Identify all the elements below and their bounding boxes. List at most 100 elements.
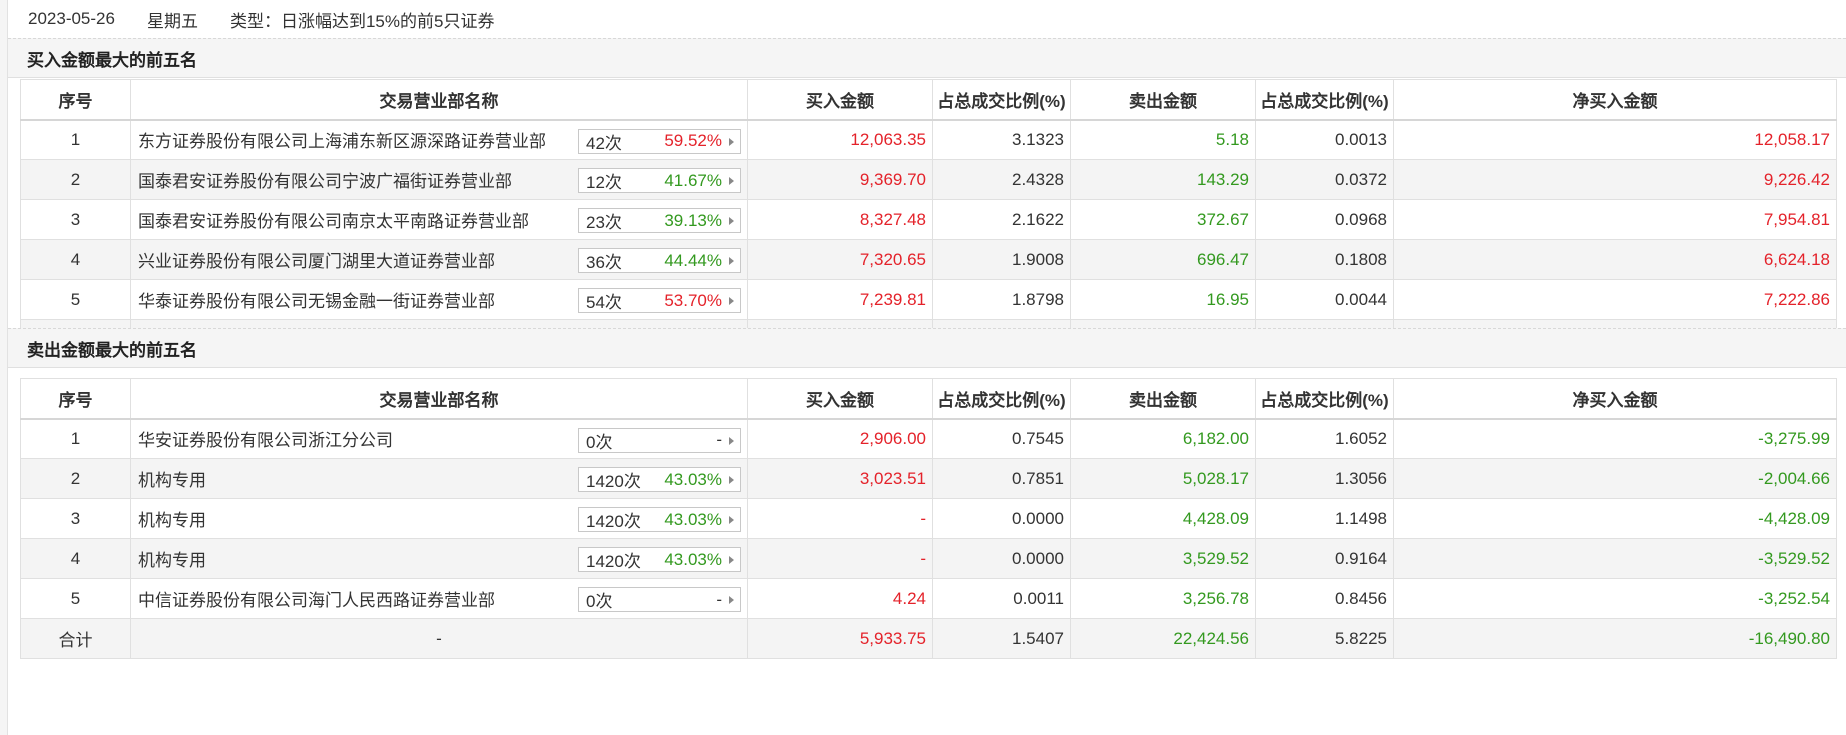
branch-stats-button[interactable]: 36次 44.44% [578, 248, 741, 273]
buy-ratio: 2.1622 [932, 199, 1071, 240]
table-header-row: 序号 交易营业部名称 买入金额 占总成交比例(%) 卖出金额 占总成交比例(%)… [20, 79, 1837, 121]
buy-ratio: 0.0011 [932, 578, 1071, 619]
sell-amount: 16.95 [1070, 279, 1256, 320]
buy-amount: - [747, 498, 933, 539]
branch-name[interactable]: 中信证券股份有限公司海门人民西路证券营业部 [138, 591, 495, 610]
table-header-row: 序号 交易营业部名称 买入金额 占总成交比例(%) 卖出金额 占总成交比例(%)… [20, 378, 1837, 420]
branch-stats-button[interactable]: 1420次 43.03% [578, 467, 741, 492]
total-buy-amount: 5,933.75 [747, 618, 933, 659]
table-row: 2 机构专用 1420次 43.03% 3,023.51 0.7851 5,028.17 1.… [20, 458, 1837, 499]
net-buy-amount: 6,624.18 [1393, 239, 1837, 280]
branch-stats-button[interactable]: 1420次 43.03% [578, 507, 741, 532]
total-sell-amount: 22,424.56 [1070, 618, 1256, 659]
buy-ratio: 1.8798 [932, 279, 1071, 320]
info-line: 2023-05-26 星期五 类型：日涨幅达到15%的前5只证券 [28, 0, 526, 38]
branch-name[interactable]: 国泰君安证券股份有限公司宁波广福街证券营业部 [138, 172, 512, 191]
branch-name-cell: 机构专用 1420次 43.03% [130, 538, 748, 579]
list-count: 36次 [586, 253, 622, 272]
branch-name[interactable]: 国泰君安证券股份有限公司南京太平南路证券营业部 [138, 212, 529, 231]
table-row: 3 国泰君安证券股份有限公司南京太平南路证券营业部 23次 39.13% 8,327.4… [20, 199, 1837, 240]
sell-top5-table: 序号 交易营业部名称 买入金额 占总成交比例(%) 卖出金额 占总成交比例(%)… [20, 378, 1837, 659]
col-branch-name: 交易营业部名称 [130, 79, 748, 121]
sell-amount: 3,529.52 [1070, 538, 1256, 579]
branch-name[interactable]: 兴业证券股份有限公司厦门湖里大道证券营业部 [138, 252, 495, 271]
success-rate: 43.03% [664, 469, 722, 489]
success-rate: 44.44% [664, 250, 722, 270]
arrow-right-icon [729, 556, 734, 564]
sell-amount: 5,028.17 [1070, 458, 1256, 499]
list-count: 23次 [586, 213, 622, 232]
branch-name[interactable]: 机构专用 [138, 471, 206, 490]
branch-stats-button[interactable]: 1420次 43.03% [578, 547, 741, 572]
sell-ratio: 0.0013 [1255, 119, 1394, 160]
col-index: 序号 [20, 378, 131, 420]
branch-stats-button[interactable]: 54次 53.70% [578, 288, 741, 313]
sell-ratio: 1.3056 [1255, 458, 1394, 499]
col-buy-ratio: 占总成交比例(%) [932, 79, 1071, 121]
arrow-right-icon [729, 297, 734, 305]
list-count: 1420次 [586, 512, 641, 531]
success-rate: 43.03% [664, 549, 722, 569]
branch-stats-button[interactable]: 42次 59.52% [578, 128, 741, 154]
col-sell-ratio: 占总成交比例(%) [1255, 378, 1394, 420]
success-rate: 59.52% [664, 131, 722, 150]
col-buy-amount: 买入金额 [747, 79, 933, 121]
success-rate: 41.67% [664, 170, 722, 190]
table-row: 4 兴业证券股份有限公司厦门湖里大道证券营业部 36次 44.44% 7,320.65 1… [20, 239, 1837, 280]
branch-name[interactable]: 华泰证券股份有限公司无锡金融一街证券营业部 [138, 292, 495, 311]
branch-name-cell: 国泰君安证券股份有限公司南京太平南路证券营业部 23次 39.13% [130, 199, 748, 240]
total-buy-ratio: 1.5407 [932, 618, 1071, 659]
buy-section-title: 买入金额最大的前五名 [8, 38, 1846, 78]
branch-name-cell: 机构专用 1420次 43.03% [130, 458, 748, 499]
row-index: 2 [20, 159, 131, 200]
col-index: 序号 [20, 79, 131, 121]
net-buy-amount: -4,428.09 [1393, 498, 1837, 539]
arrow-right-icon [729, 177, 734, 185]
arrow-right-icon [729, 596, 734, 604]
col-net-buy: 净买入金额 [1393, 378, 1837, 420]
branch-stats-button[interactable]: 23次 39.13% [578, 208, 741, 233]
sell-ratio: 0.8456 [1255, 578, 1394, 619]
sell-amount: 372.67 [1070, 199, 1256, 240]
sell-amount: 696.47 [1070, 239, 1256, 280]
branch-stats-button[interactable]: 0次 - [578, 587, 741, 612]
sell-amount: 143.29 [1070, 159, 1256, 200]
table-row: 2 国泰君安证券股份有限公司宁波广福街证券营业部 12次 41.67% 9,369.70… [20, 159, 1837, 200]
sell-ratio: 0.0044 [1255, 279, 1394, 320]
buy-ratio: 0.0000 [932, 498, 1071, 539]
table-row: 1 华安证券股份有限公司浙江分公司 0次 - 2,906.00 0.7545 6,182.0… [20, 418, 1837, 459]
sell-amount: 6,182.00 [1070, 418, 1256, 459]
table-row: 5 华泰证券股份有限公司无锡金融一街证券营业部 54次 53.70% 7,239.81 1… [20, 279, 1837, 320]
buy-amount: 2,906.00 [747, 418, 933, 459]
branch-stats-button[interactable]: 12次 41.67% [578, 168, 741, 193]
row-index: 3 [20, 498, 131, 539]
success-rate: - [716, 430, 722, 449]
buy-amount: 7,320.65 [747, 239, 933, 280]
total-net-buy: -16,490.80 [1393, 618, 1837, 659]
branch-name-cell: 华泰证券股份有限公司无锡金融一街证券营业部 54次 53.70% [130, 279, 748, 320]
net-buy-amount: -3,252.54 [1393, 578, 1837, 619]
branch-name-cell: 东方证券股份有限公司上海浦东新区源深路证券营业部 42次 59.52% [130, 119, 748, 160]
trade-date: 2023-05-26 [28, 9, 115, 28]
sell-ratio: 1.6052 [1255, 418, 1394, 459]
branch-name[interactable]: 华安证券股份有限公司浙江分公司 [138, 431, 393, 451]
col-branch-name: 交易营业部名称 [130, 378, 748, 420]
col-net-buy: 净买入金额 [1393, 79, 1837, 121]
net-buy-amount: 9,226.42 [1393, 159, 1837, 200]
sell-ratio: 0.9164 [1255, 538, 1394, 579]
total-label: 合计 [20, 618, 131, 659]
branch-name[interactable]: 机构专用 [138, 511, 206, 530]
arrow-right-icon [729, 516, 734, 524]
buy-ratio: 0.7851 [932, 458, 1071, 499]
buy-amount: 8,327.48 [747, 199, 933, 240]
col-sell-amount: 卖出金额 [1070, 79, 1256, 121]
sell-ratio: 0.0372 [1255, 159, 1394, 200]
buy-amount: 12,063.35 [747, 119, 933, 160]
arrow-right-icon [729, 137, 734, 146]
row-index: 5 [20, 279, 131, 320]
buy-ratio: 0.0000 [932, 538, 1071, 579]
table-row: 5 中信证券股份有限公司海门人民西路证券营业部 0次 - 4.24 0.0011 3,256… [20, 578, 1837, 619]
branch-name[interactable]: 东方证券股份有限公司上海浦东新区源深路证券营业部 [138, 132, 546, 152]
branch-stats-button[interactable]: 0次 - [578, 427, 741, 453]
branch-name[interactable]: 机构专用 [138, 551, 206, 570]
